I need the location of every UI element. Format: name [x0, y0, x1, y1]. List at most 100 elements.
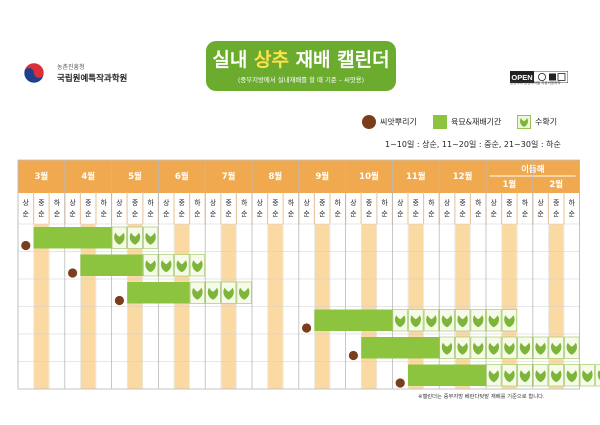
period-label-top: 하 [428, 198, 435, 207]
period-label-top: 하 [241, 198, 248, 207]
period-cell [439, 193, 455, 224]
period-label-top: 하 [381, 198, 388, 207]
period-label-bottom: 순 [85, 210, 91, 218]
month-label: 9월 [315, 171, 329, 182]
period-cell [80, 193, 96, 224]
legend-item-sow: 씨앗뿌리기 [362, 115, 417, 131]
period-label-top: 하 [522, 198, 529, 207]
period-label-top: 중 [553, 199, 559, 207]
period-label-top: 상 [23, 198, 29, 207]
period-cell [517, 193, 533, 224]
period-label-bottom: 순 [537, 210, 543, 218]
month-label: 8월 [269, 171, 283, 182]
title-banner: 실내 상추 재배 캘린더 (중부지방에서 실내재배를 할 때 기준 – 씨앗용) [206, 41, 396, 91]
period-label-top: 중 [85, 199, 91, 207]
open-license-caption: 공공누리 공공저작물 자유이용허락 [510, 81, 561, 85]
period-cell [486, 193, 502, 224]
period-label-bottom: 순 [303, 210, 309, 218]
month-label: 12월 [453, 171, 473, 182]
period-label-bottom: 순 [210, 210, 216, 218]
period-label-bottom: 순 [147, 210, 153, 218]
period-label-bottom: 순 [257, 210, 263, 218]
period-label-top: 중 [38, 199, 44, 207]
period-label-top: 중 [506, 199, 512, 207]
period-label-top: 상 [116, 198, 122, 207]
lettuce-leaf-icon [457, 342, 468, 355]
period-label-bottom: 순 [413, 210, 419, 218]
lettuce-leaf-icon [597, 370, 600, 380]
month-label: 3월 [35, 171, 49, 182]
month-label: 6월 [175, 171, 189, 182]
grow-period-bar [33, 227, 112, 249]
lettuce-leaf-icon [114, 232, 125, 245]
period-label-top: 하 [101, 198, 108, 207]
month-label: 2월 [549, 179, 563, 190]
period-cell [112, 193, 127, 224]
period-cell [34, 193, 49, 224]
period-cell [252, 193, 268, 224]
lettuce-leaf-icon [582, 370, 593, 383]
government-logo [22, 61, 52, 85]
open-badge-text: OPEN [511, 73, 532, 82]
lettuce-leaf-icon [239, 287, 250, 300]
lettuce-leaf-icon [457, 315, 468, 328]
period-cell [361, 193, 377, 224]
period-label-bottom: 순 [366, 210, 372, 218]
lettuce-leaf-icon [488, 370, 499, 383]
period-cell [548, 193, 564, 224]
seed-dot-mark [395, 378, 405, 388]
legend-item-harvest: 수확기 [517, 115, 557, 131]
lettuce-leaf-icon [473, 342, 484, 355]
grow-period-bar [361, 337, 440, 359]
lettuce-leaf-icon [441, 342, 453, 355]
lettuce-leaf-icon [426, 315, 437, 328]
lettuce-leaf-icon [566, 370, 577, 383]
period-label-bottom: 순 [459, 210, 465, 218]
lettuce-leaf-icon [176, 260, 187, 273]
period-label-bottom: 순 [23, 210, 29, 218]
lettuce-leaf-icon [519, 370, 531, 383]
period-label-bottom: 순 [54, 210, 60, 218]
period-label-bottom: 순 [350, 210, 356, 218]
period-cell [346, 193, 361, 224]
period-cell [299, 193, 314, 224]
period-label-bottom: 순 [179, 210, 185, 218]
lettuce-leaf-icon [551, 370, 562, 383]
period-cell [268, 193, 283, 224]
period-label-bottom: 순 [132, 210, 138, 218]
period-cell [564, 193, 580, 224]
period-label-bottom: 순 [288, 210, 294, 218]
period-label-bottom: 순 [194, 210, 200, 218]
lettuce-leaf-icon [566, 342, 577, 355]
green-square-icon [433, 115, 447, 129]
period-label-top: 상 [303, 198, 309, 207]
period-label-top: 중 [272, 199, 278, 207]
grow-period-bar [314, 309, 393, 331]
lettuce-leaf-icon [395, 315, 406, 328]
period-label-bottom: 순 [163, 210, 169, 218]
period-label-top: 중 [366, 199, 372, 207]
period-cell [96, 193, 112, 224]
period-label-top: 하 [569, 198, 576, 207]
period-label-top: 상 [350, 198, 356, 207]
period-cell [330, 193, 346, 224]
lettuce-leaf-icon [441, 315, 453, 328]
period-label-bottom: 순 [569, 210, 575, 218]
seed-dot-mark [68, 268, 78, 278]
period-label-bottom: 순 [475, 210, 481, 218]
period-label-bottom: 순 [397, 210, 403, 218]
period-cell [455, 193, 470, 224]
month-label: 7월 [222, 171, 236, 182]
org-parent-label: 농촌진흥청 [57, 64, 85, 71]
period-label-bottom: 순 [381, 210, 387, 218]
period-cell [205, 193, 221, 224]
lettuce-leaf-icon [488, 315, 499, 328]
page-subtitle: (중부지방에서 실내재배를 할 때 기준 – 씨앗용) [237, 76, 365, 84]
period-cell [533, 193, 548, 224]
seed-dot-mark [21, 240, 31, 251]
org-name: 국립원예특작과학원 [57, 74, 128, 84]
lettuce-leaf-icon [504, 370, 515, 383]
lettuce-leaf-icon [129, 232, 141, 245]
lettuce-leaf-icon [504, 315, 515, 328]
